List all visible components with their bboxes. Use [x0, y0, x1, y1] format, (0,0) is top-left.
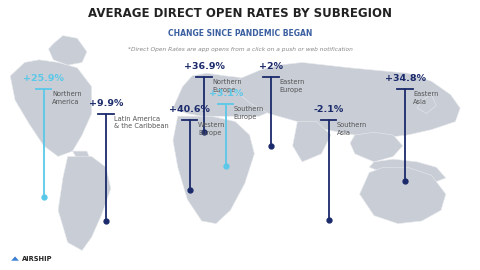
Text: AIRSHIP: AIRSHIP [22, 256, 53, 262]
Text: +25.9%: +25.9% [24, 75, 64, 83]
Text: Eastern
Europe: Eastern Europe [279, 79, 305, 93]
Text: Southern
Europe: Southern Europe [234, 106, 264, 120]
Text: +40.6%: +40.6% [169, 105, 210, 114]
Text: +2%: +2% [259, 62, 283, 71]
Text: AVERAGE DIRECT OPEN RATES BY SUBREGION: AVERAGE DIRECT OPEN RATES BY SUBREGION [88, 7, 392, 21]
Text: CHANGE SINCE PANDEMIC BEGAN: CHANGE SINCE PANDEMIC BEGAN [168, 29, 312, 38]
Text: Southern
Asia: Southern Asia [336, 122, 367, 136]
Text: Western
Europe: Western Europe [198, 122, 225, 136]
Text: Northern
Europe: Northern Europe [212, 79, 242, 93]
Text: *Direct Open Rates are app opens from a click on a push or web notification: *Direct Open Rates are app opens from a … [128, 47, 352, 52]
Text: +9.9%: +9.9% [89, 99, 123, 108]
Text: +3.1%: +3.1% [208, 89, 243, 98]
Text: -2.1%: -2.1% [313, 105, 344, 114]
Text: Latin America
& the Caribbean: Latin America & the Caribbean [114, 116, 169, 129]
Polygon shape [11, 256, 19, 261]
Text: +34.8%: +34.8% [384, 75, 426, 83]
Text: +36.9%: +36.9% [184, 62, 225, 71]
Text: Eastern
Asia: Eastern Asia [413, 92, 439, 105]
Text: Northern
America: Northern America [52, 92, 82, 105]
